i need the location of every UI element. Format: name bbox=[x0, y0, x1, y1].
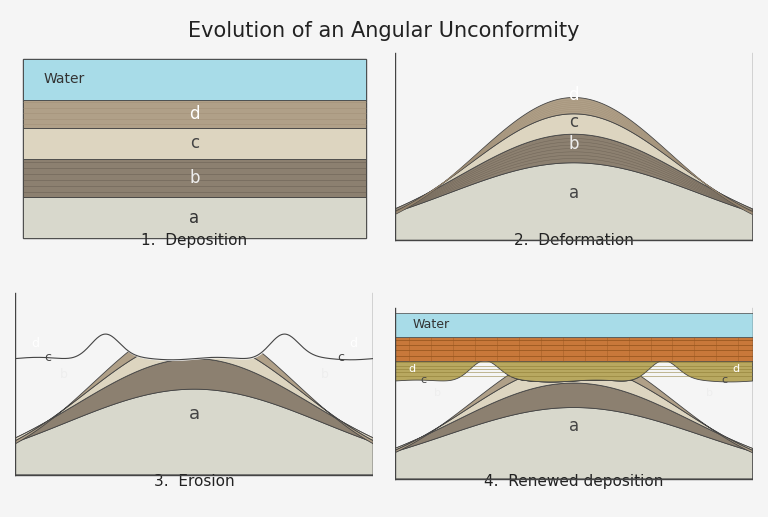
Bar bbox=[22, 100, 366, 128]
Text: b: b bbox=[321, 369, 329, 382]
Text: a: a bbox=[568, 185, 579, 202]
Polygon shape bbox=[395, 114, 753, 211]
Bar bbox=[22, 59, 366, 100]
Polygon shape bbox=[395, 375, 753, 453]
Bar bbox=[22, 128, 366, 159]
Text: Water: Water bbox=[44, 72, 85, 86]
Polygon shape bbox=[395, 98, 753, 215]
Text: c: c bbox=[569, 113, 578, 131]
Text: d: d bbox=[349, 337, 358, 350]
Text: d: d bbox=[568, 86, 579, 104]
Text: c: c bbox=[190, 134, 199, 153]
Text: b: b bbox=[434, 388, 441, 398]
Text: b: b bbox=[707, 388, 713, 398]
Text: d: d bbox=[409, 364, 415, 374]
Polygon shape bbox=[395, 163, 753, 240]
Bar bbox=[22, 59, 366, 238]
Text: d: d bbox=[31, 337, 39, 350]
Text: Evolution of an Angular Unconformity: Evolution of an Angular Unconformity bbox=[188, 21, 580, 41]
Text: c: c bbox=[721, 375, 727, 385]
Text: c: c bbox=[420, 375, 426, 385]
Polygon shape bbox=[395, 134, 753, 212]
Polygon shape bbox=[15, 352, 373, 444]
Bar bbox=[395, 337, 753, 361]
Text: b: b bbox=[568, 135, 579, 154]
Polygon shape bbox=[395, 383, 753, 452]
Polygon shape bbox=[15, 359, 373, 442]
Polygon shape bbox=[395, 360, 753, 382]
Polygon shape bbox=[15, 389, 373, 475]
Bar bbox=[22, 197, 366, 238]
Text: c: c bbox=[338, 351, 345, 364]
Text: a: a bbox=[568, 417, 579, 435]
Text: d: d bbox=[732, 364, 739, 374]
Text: 2.  Deformation: 2. Deformation bbox=[514, 234, 634, 249]
Text: b: b bbox=[189, 169, 200, 187]
Text: b: b bbox=[60, 369, 68, 382]
Polygon shape bbox=[395, 407, 753, 479]
Text: 4.  Renewed deposition: 4. Renewed deposition bbox=[484, 474, 664, 489]
Polygon shape bbox=[395, 379, 753, 450]
Bar bbox=[22, 159, 366, 197]
Text: d: d bbox=[189, 105, 200, 123]
Bar bbox=[395, 313, 753, 337]
Text: 1.  Deposition: 1. Deposition bbox=[141, 234, 247, 249]
Text: Water: Water bbox=[412, 318, 450, 331]
Text: c: c bbox=[44, 351, 51, 364]
Text: 3.  Erosion: 3. Erosion bbox=[154, 474, 234, 489]
Text: a: a bbox=[189, 209, 200, 227]
Text: a: a bbox=[189, 405, 200, 422]
Polygon shape bbox=[15, 356, 373, 441]
